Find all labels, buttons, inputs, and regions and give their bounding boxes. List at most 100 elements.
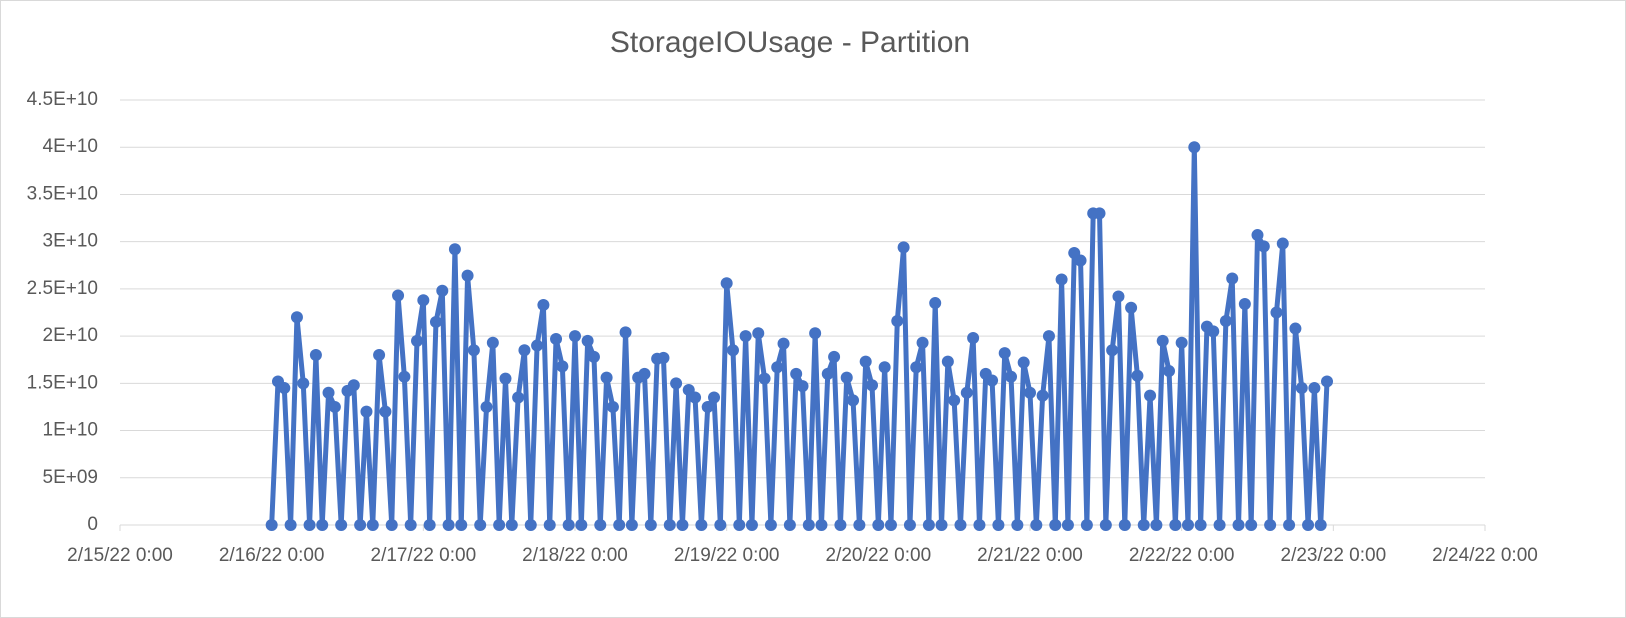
data-point bbox=[758, 372, 771, 385]
data-point bbox=[290, 311, 303, 324]
data-point bbox=[676, 519, 689, 531]
data-point bbox=[436, 284, 449, 297]
data-point bbox=[847, 394, 860, 407]
data-point bbox=[834, 519, 847, 531]
data-point bbox=[986, 374, 999, 387]
data-point bbox=[948, 394, 961, 407]
data-point bbox=[423, 519, 436, 531]
data-point bbox=[366, 519, 379, 531]
data-point bbox=[954, 519, 967, 531]
data-point bbox=[853, 519, 866, 531]
data-point bbox=[1131, 369, 1144, 382]
y-tick-label: 2E+10 bbox=[43, 325, 98, 346]
data-point bbox=[587, 350, 600, 363]
data-point bbox=[512, 391, 525, 404]
data-point bbox=[1264, 519, 1277, 531]
data-point bbox=[1188, 141, 1201, 154]
data-point bbox=[752, 327, 765, 340]
data-point bbox=[1169, 519, 1182, 531]
data-point bbox=[764, 519, 777, 531]
data-point bbox=[695, 519, 708, 531]
data-point bbox=[581, 334, 594, 347]
data-point bbox=[745, 519, 758, 531]
data-point bbox=[726, 344, 739, 357]
data-point bbox=[897, 241, 910, 254]
data-point bbox=[354, 519, 367, 531]
data-point bbox=[644, 519, 657, 531]
data-point bbox=[404, 519, 417, 531]
data-point bbox=[1106, 344, 1119, 357]
data-point bbox=[1226, 272, 1239, 285]
data-point bbox=[1150, 519, 1163, 531]
data-point bbox=[1011, 519, 1024, 531]
data-point bbox=[796, 380, 809, 393]
data-point bbox=[297, 377, 310, 390]
data-point bbox=[1289, 322, 1302, 335]
data-point bbox=[1074, 254, 1087, 267]
data-point bbox=[771, 361, 784, 374]
data-point bbox=[960, 386, 973, 399]
data-point bbox=[1137, 519, 1150, 531]
x-tick-label: 2/16/22 0:00 bbox=[219, 545, 325, 566]
data-point bbox=[556, 360, 569, 373]
data-point bbox=[303, 519, 316, 531]
data-point bbox=[815, 519, 828, 531]
data-point bbox=[1017, 356, 1030, 369]
data-point bbox=[486, 336, 499, 349]
data-point bbox=[783, 519, 796, 531]
data-point bbox=[379, 405, 392, 418]
data-point bbox=[916, 336, 929, 349]
data-point bbox=[1232, 519, 1245, 531]
data-point bbox=[859, 355, 872, 368]
data-point bbox=[689, 391, 702, 404]
data-point bbox=[1194, 519, 1207, 531]
data-point bbox=[866, 379, 879, 392]
x-tick-label: 2/21/22 0:00 bbox=[977, 545, 1083, 566]
data-point bbox=[531, 339, 544, 352]
data-point bbox=[840, 371, 853, 384]
data-point bbox=[714, 519, 727, 531]
data-point bbox=[429, 315, 442, 328]
data-point bbox=[1144, 389, 1157, 402]
data-point bbox=[360, 405, 373, 418]
data-point bbox=[347, 379, 360, 392]
data-point bbox=[373, 349, 386, 361]
data-point bbox=[1112, 290, 1125, 303]
data-point bbox=[992, 519, 1005, 531]
data-point bbox=[1245, 519, 1258, 531]
data-point bbox=[1238, 298, 1251, 310]
data-point bbox=[973, 519, 986, 531]
data-point bbox=[550, 332, 563, 345]
data-point bbox=[998, 347, 1011, 360]
data-point bbox=[284, 519, 297, 531]
x-tick-label: 2/22/22 0:00 bbox=[1129, 545, 1235, 566]
data-point bbox=[1036, 389, 1049, 402]
data-point bbox=[316, 519, 329, 531]
data-point bbox=[1283, 519, 1296, 531]
data-point bbox=[777, 337, 790, 350]
data-point bbox=[1219, 315, 1232, 327]
data-point bbox=[891, 315, 904, 327]
data-point bbox=[872, 519, 885, 531]
data-point bbox=[1042, 330, 1055, 343]
data-point bbox=[455, 519, 468, 531]
data-point bbox=[733, 519, 746, 531]
series-line bbox=[269, 144, 1330, 528]
data-point bbox=[1093, 207, 1106, 220]
data-point bbox=[941, 355, 954, 368]
data-point bbox=[1295, 382, 1308, 395]
data-point bbox=[670, 377, 683, 390]
chart-title: StorageIOUsage - Partition bbox=[610, 26, 970, 59]
data-point bbox=[903, 519, 916, 531]
y-tick-label: 2.5E+10 bbox=[27, 278, 98, 299]
data-point bbox=[802, 519, 815, 531]
data-point bbox=[922, 519, 935, 531]
data-point bbox=[1099, 519, 1112, 531]
y-tick-label: 3E+10 bbox=[43, 231, 98, 252]
data-point bbox=[1181, 519, 1194, 531]
data-point bbox=[809, 327, 822, 340]
data-point bbox=[594, 519, 607, 531]
data-point bbox=[505, 519, 518, 531]
data-point bbox=[328, 400, 341, 413]
data-point bbox=[518, 344, 531, 357]
